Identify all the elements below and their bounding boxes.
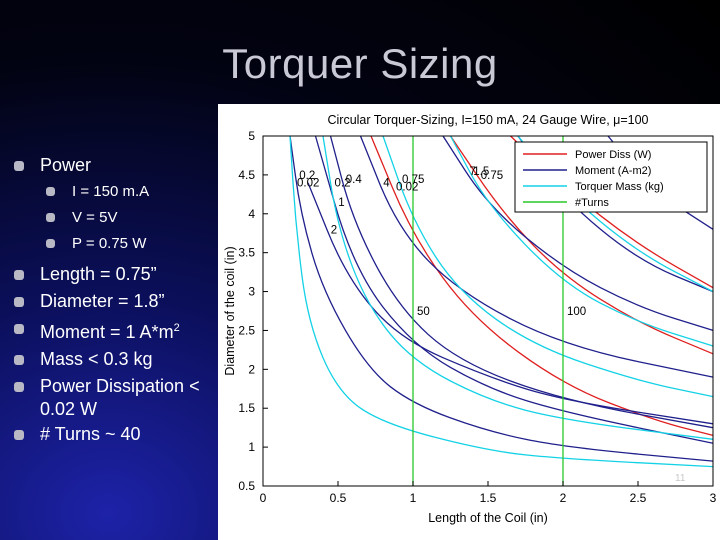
slide-title: Torquer Sizing: [222, 40, 498, 87]
bullet-text: Length = 0.75”: [40, 264, 157, 284]
bullet-marker: [46, 187, 55, 196]
series-line-1-0: [289, 135, 714, 462]
y-tick-label: 2.5: [238, 323, 255, 337]
page-number: 11: [675, 473, 686, 484]
bullet-marker: [14, 355, 24, 365]
contour-label: 0.02: [396, 182, 418, 194]
contour-label: 0.02: [297, 178, 319, 190]
series-line-2-3: [449, 135, 714, 347]
y-tick-label: 2: [248, 362, 255, 376]
series-layer: [289, 135, 714, 486]
contour-label: 0.75: [402, 174, 424, 186]
bullet-text: P = 0.75 W: [72, 235, 147, 252]
series-line-1-5: [442, 135, 714, 332]
bullet-length: Length = 0.75”: [14, 261, 214, 288]
axis-layer: Circular Torquer-Sizing, I=150 mA, 24 Ga…: [223, 113, 717, 525]
x-tick-label: 1: [410, 491, 417, 505]
bullet-marker: [14, 324, 24, 334]
bullet-text: Mass < 0.3 kg: [40, 349, 153, 369]
bullet-power: Power: [14, 152, 214, 179]
bullet-marker: [14, 430, 24, 440]
sub-bullet-power-value: P = 0.75 W: [14, 231, 214, 257]
contour-label: 4: [383, 178, 390, 190]
contour-label: 0.2: [335, 178, 351, 190]
contour-label: 50: [417, 306, 430, 318]
contour-label: 1.5: [473, 166, 489, 178]
bullet-marker: [46, 239, 55, 248]
legend-label: Power Diss (W): [575, 149, 651, 161]
bullet-text: Power Dissipation < 0.02 W: [40, 376, 200, 419]
y-tick-label: 3.5: [238, 246, 255, 260]
x-tick-label: 1.5: [480, 491, 497, 505]
moment-superscript: 2: [173, 322, 180, 334]
bullet-moment: Moment = 1 A*m2: [14, 315, 214, 346]
y-tick-label: 3: [248, 285, 255, 299]
series-line-1-3: [307, 182, 714, 425]
x-axis-label: Length of the Coil (in): [428, 511, 548, 525]
bullet-text: # Turns ~ 40: [40, 424, 141, 444]
chart-svg: 0.020.750.020.20.4124710150.020.20.751.5…: [223, 113, 717, 525]
sub-bullet-current: I = 150 m.A: [14, 179, 214, 205]
legend-label: #Turns: [575, 197, 609, 209]
contour-label: 7: [470, 166, 476, 178]
series-line-1-4: [359, 135, 714, 378]
contour-label: 100: [567, 306, 586, 318]
series-line-0-0: [370, 135, 714, 437]
y-tick-label: 4.5: [238, 168, 255, 182]
legend-layer: Power Diss (W) Moment (A-m2) Torquer Mass …: [514, 141, 708, 213]
bullet-marker: [46, 213, 55, 222]
bullet-text: I = 150 m.A: [72, 183, 150, 200]
contour-label: 0.2: [299, 170, 315, 182]
y-tick-label: 5: [248, 129, 255, 143]
bullet-list: Power I = 150 m.A V = 5V P = 0.75 W Leng…: [14, 152, 214, 448]
bullet-marker: [14, 297, 24, 307]
bullet-text: Power: [40, 155, 92, 175]
bullet-text: V = 5V: [72, 209, 118, 226]
torquer-sizing-chart: 0.020.750.020.20.4124710150.020.20.751.5…: [218, 104, 720, 540]
contour-label: 1: [338, 197, 344, 209]
x-tick-label: 0.5: [330, 491, 347, 505]
legend-label: Moment (A-m2): [575, 165, 651, 177]
bullet-diameter: Diameter = 1.8”: [14, 288, 214, 315]
legend-label: Torquer Mass (kg): [575, 181, 664, 193]
y-tick-label: 0.5: [238, 479, 255, 493]
bullet-marker: [14, 382, 24, 392]
contour-label: 2: [331, 224, 337, 236]
contour-label: 0.75: [481, 170, 503, 182]
series-line-2-2: [382, 135, 714, 398]
bullet-mass: Mass < 0.3 kg: [14, 346, 214, 373]
y-axis-label: Diameter of the coil (in): [223, 246, 237, 375]
contour-label: 0.4: [346, 174, 363, 186]
bullet-turns: # Turns ~ 40: [14, 421, 214, 448]
x-tick-label: 2: [560, 491, 567, 505]
bullet-text: Moment = 1 A*m: [40, 322, 174, 342]
x-tick-label: 3: [710, 491, 717, 505]
y-tick-label: 1: [248, 440, 255, 454]
y-tick-label: 1.5: [238, 401, 255, 415]
x-tick-label: 0: [260, 491, 267, 505]
x-tick-label: 2.5: [630, 491, 647, 505]
y-tick-label: 4: [248, 207, 255, 221]
bullet-marker: [14, 161, 24, 171]
sub-bullet-voltage: V = 5V: [14, 205, 214, 231]
series-line-2-0: [289, 135, 714, 468]
bullet-marker: [14, 270, 24, 280]
bullet-text: Diameter = 1.8”: [40, 291, 165, 311]
series-line-2-1: [322, 135, 714, 440]
bullet-dissipation: Power Dissipation < 0.02 W: [14, 373, 214, 421]
chart-title: Circular Torquer-Sizing, I=150 mA, 24 Ga…: [327, 113, 648, 127]
